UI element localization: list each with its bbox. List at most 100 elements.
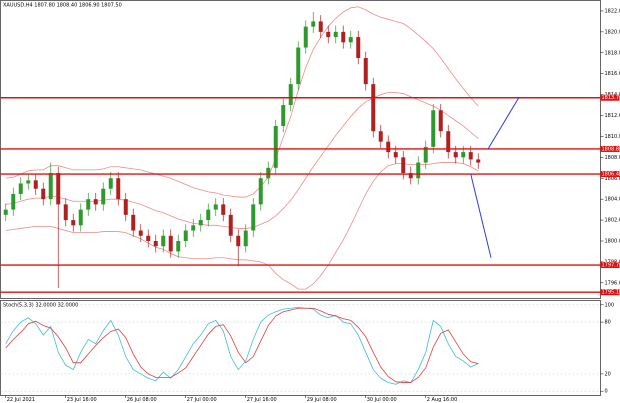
candle-body <box>56 173 61 205</box>
candle-body <box>146 235 151 241</box>
candle-body <box>378 131 383 142</box>
level-label: 1806.40 <box>602 172 620 178</box>
candle-body <box>116 178 121 200</box>
candle-body <box>183 230 188 241</box>
x-tick-label: 27 Jul 16:00 <box>247 397 277 403</box>
candle-body <box>438 110 443 132</box>
level-tag <box>600 262 620 269</box>
candle-body <box>416 162 421 179</box>
candle-body <box>108 178 113 189</box>
candle-body <box>311 21 316 27</box>
line-series <box>5 307 479 383</box>
level-tag <box>600 94 620 101</box>
candle-body <box>288 84 293 106</box>
candle-body <box>363 58 368 85</box>
candle-body <box>131 214 136 231</box>
y-tick-label: 0 <box>605 389 608 395</box>
candle-body <box>356 37 361 59</box>
candle-body <box>468 152 473 160</box>
candle-body <box>423 146 428 163</box>
x-tick-label: 23 Jul 16:00 <box>67 397 97 403</box>
candle-body <box>393 152 398 158</box>
candle-body <box>161 235 166 247</box>
candle-body <box>333 31 338 38</box>
candle-body <box>176 240 181 252</box>
candle-body <box>198 220 203 226</box>
y-tick-label: 1820.00 <box>605 29 620 35</box>
y-tick-label: 1800.00 <box>605 238 620 244</box>
candle-body <box>191 225 196 231</box>
candle-body <box>266 167 271 179</box>
y-tick-label: 1804.00 <box>605 197 620 203</box>
candle-body <box>78 209 83 226</box>
candle-body <box>251 204 256 231</box>
y-tick-label: 20 <box>605 371 611 377</box>
candle-body <box>453 152 458 158</box>
y-tick-label: 1810.00 <box>605 134 620 140</box>
candle-body <box>18 183 23 194</box>
candle-body <box>93 199 98 205</box>
candle-body <box>476 159 481 163</box>
candle-body <box>408 173 413 179</box>
candle-body <box>371 84 376 132</box>
level-tag <box>600 171 620 178</box>
level-label: 1797.70 <box>602 263 620 269</box>
candle-body <box>26 180 31 184</box>
y-tick-label: 1796.00 <box>605 280 620 286</box>
candle-body <box>258 178 263 205</box>
y-tick-label: 1808.00 <box>605 155 620 161</box>
trend-line <box>470 173 492 258</box>
line-series <box>5 162 479 290</box>
candle-body <box>236 235 241 247</box>
x-tick-label: 29 Jul 08:00 <box>307 397 337 403</box>
line-series <box>5 6 479 198</box>
candle-body <box>41 188 46 200</box>
y-tick-label: 1818.00 <box>605 50 620 56</box>
candle-body <box>33 180 38 189</box>
candle-body <box>318 21 323 32</box>
candle-body <box>446 131 451 153</box>
candle-body <box>281 105 286 126</box>
candle-body <box>273 125 278 168</box>
candle-body <box>138 230 143 236</box>
y-tick-label: 80 <box>605 320 611 326</box>
candle-body <box>213 204 218 210</box>
candle-body <box>386 141 391 153</box>
candle-body <box>86 199 91 210</box>
x-tick-label: 26 Jul 08:00 <box>127 397 157 403</box>
x-tick-label: 30 Jul 00:00 <box>367 397 397 403</box>
x-tick-label: 27 Jul 00:00 <box>187 397 217 403</box>
trend-line <box>487 97 520 150</box>
y-tick-label: 100 <box>605 302 615 308</box>
line-series <box>5 307 479 385</box>
candle-body <box>221 204 226 215</box>
level-label: 1813.70 <box>602 95 620 101</box>
indicator-title: Stoch(5,3,3) 32.0000 32.0000 <box>3 303 78 309</box>
candle-body <box>401 157 406 174</box>
line-series <box>5 92 479 229</box>
x-tick-label: 2 Aug 16:00 <box>427 397 458 403</box>
candle-body <box>243 230 248 247</box>
candle-body <box>228 214 233 236</box>
y-tick-label: 1806.00 <box>605 176 620 182</box>
candle-body <box>296 47 301 85</box>
y-tick-label: 1812.00 <box>605 113 620 119</box>
candle-body <box>431 110 436 147</box>
candle-body <box>348 37 353 43</box>
candle-body <box>168 235 173 252</box>
candle-body <box>153 240 158 247</box>
y-tick-label: 1816.00 <box>605 71 620 77</box>
candle-body <box>101 188 106 205</box>
candle-body <box>461 152 466 158</box>
level-label: 1808.80 <box>602 146 620 152</box>
candle-body <box>3 209 8 215</box>
level-tag <box>600 145 620 152</box>
x-tick-label: 22 Jul 2021 <box>7 397 35 403</box>
y-tick-label: 1822.00 <box>605 8 620 14</box>
candle-body <box>63 204 68 221</box>
candle-body <box>123 199 128 215</box>
candle-body <box>48 173 53 200</box>
chart-title: XAUUSD,H4 1807.80 1808.40 1806.90 1807.5… <box>3 3 122 9</box>
